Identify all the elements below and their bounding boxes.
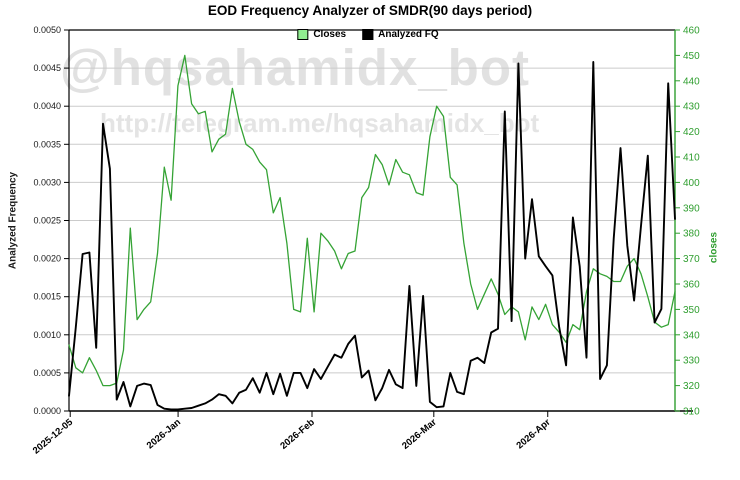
left-tick-label: 0.0015: [33, 292, 61, 302]
right-tick-label: 390: [683, 203, 700, 214]
left-tick-label: 0.0025: [33, 216, 61, 226]
left-tick-label: 0.0020: [33, 254, 61, 264]
right-tick-label: 310: [683, 407, 700, 418]
right-tick-label: 440: [683, 76, 700, 87]
right-tick-label: 430: [683, 102, 700, 113]
right-tick-label: 420: [683, 127, 700, 138]
left-tick-label: 0.0000: [33, 406, 61, 416]
watermark-handle: @hqsahamidx_bot: [60, 39, 530, 96]
legend-item-analyzed-fq: Analyzed FQ: [362, 29, 439, 40]
right-tick-label: 350: [683, 305, 700, 316]
watermark-url: http://telegram.me/hqsahamidx_bot: [100, 108, 540, 138]
legend-label-analyzed-fq: Analyzed FQ: [378, 29, 439, 40]
left-tick-label: 0.0030: [33, 177, 61, 187]
right-tick-label: 400: [683, 178, 700, 189]
legend: Closes Analyzed FQ: [297, 29, 439, 40]
right-tick-label: 340: [683, 330, 700, 341]
x-tick-label: 2026-Mar: [400, 417, 439, 452]
left-tick-label: 0.0050: [33, 25, 61, 35]
right-tick-label: 450: [683, 51, 700, 62]
legend-label-closes: Closes: [313, 29, 347, 40]
analyzed-fq-line: [68, 61, 676, 411]
right-tick-label: 380: [683, 229, 700, 240]
chart-title: EOD Frequency Analyzer of SMDR(90 days p…: [207, 3, 533, 18]
closes-swatch-icon: [297, 29, 309, 40]
right-tick-label: 370: [683, 254, 700, 265]
left-tick-label: 0.0010: [33, 330, 61, 340]
left-axis-title: Analyzed Frequency: [7, 171, 19, 270]
analyzed-fq-swatch-icon: [362, 29, 374, 40]
right-tick-label: 330: [683, 356, 700, 367]
right-tick-label: 360: [683, 280, 700, 291]
right-tick-label: 410: [683, 153, 700, 164]
x-tick-label: 2026-Apr: [514, 417, 552, 452]
left-tick-label: 0.0035: [33, 139, 61, 149]
left-tick-label: 0.0045: [33, 63, 61, 73]
closes-line: [68, 54, 676, 387]
left-tick-label: 0.0005: [33, 368, 61, 378]
x-tick-label: 2026-Feb: [278, 417, 317, 452]
right-tick-label: 320: [683, 381, 700, 392]
x-tick-label: 2025-12-05: [31, 416, 76, 456]
right-tick-label: 460: [683, 26, 700, 37]
x-tick-label: 2026-Jan: [145, 417, 183, 452]
legend-item-closes: Closes: [297, 29, 346, 40]
left-tick-label: 0.0040: [33, 101, 61, 111]
right-axis-title: closes: [708, 231, 720, 264]
